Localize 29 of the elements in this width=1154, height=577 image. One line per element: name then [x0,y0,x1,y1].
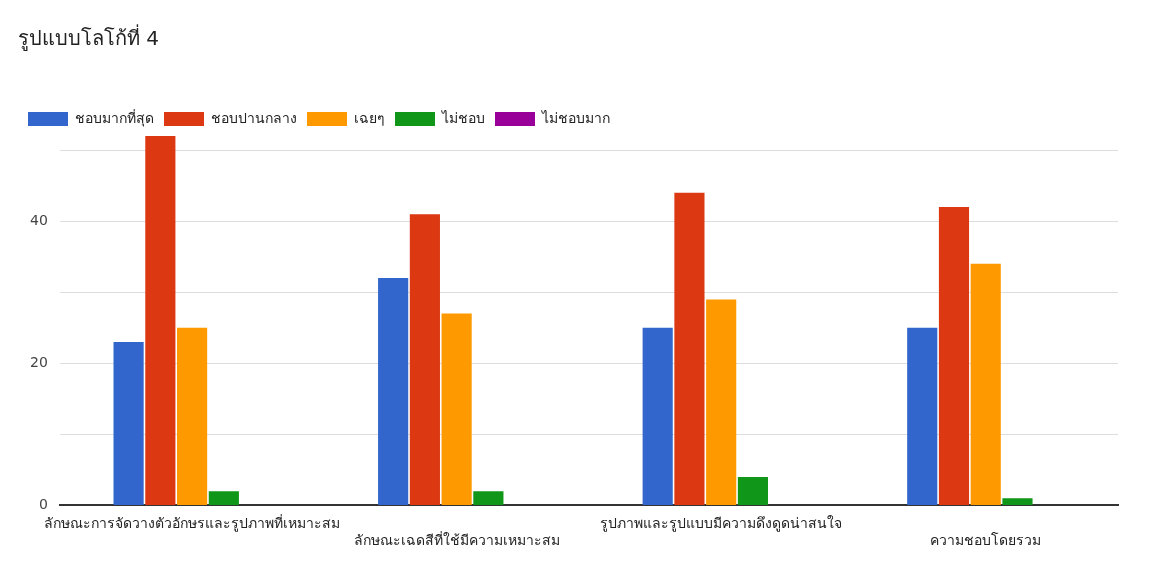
legend-label: ไม่ชอบ [441,109,485,126]
legend-label: ชอบปานกลาง [211,109,297,126]
bar [970,263,1001,505]
legend-label: ชอบมากที่สุด [75,108,154,127]
y-tick-label: 0 [38,496,48,513]
bar [409,214,440,505]
x-tick-label: ลักษณะเฉดสีที่ใช้มีความเหมาะสม [353,531,560,549]
y-tick-label: 40 [29,211,48,228]
y-tick-label: 20 [29,353,48,370]
bar [208,491,239,505]
x-tick-label: ความชอบโดยรวม [930,532,1042,549]
bar [378,278,409,505]
bar [907,327,938,505]
bar [145,136,176,505]
x-tick-label: ลักษณะการจัดวางตัวอักษรและรูปภาพที่เหมาะสม [44,514,341,533]
chart-title: รูปแบบโลโก้ที่ 4 [18,24,160,52]
bar [674,192,705,505]
bar [737,476,769,505]
bar [938,207,970,505]
bar [642,327,673,505]
bar [441,313,472,505]
bar [177,327,208,505]
legend-label: เฉยๆ [354,109,385,126]
bar [473,491,504,505]
x-tick-label: รูปภาพและรูปแบบมีความดึงดูดน่าสนใจ [600,515,843,533]
legend-label: ไม่ชอบมาก [541,109,610,126]
bar [113,342,144,505]
bar [1002,498,1033,505]
bar [706,299,737,505]
